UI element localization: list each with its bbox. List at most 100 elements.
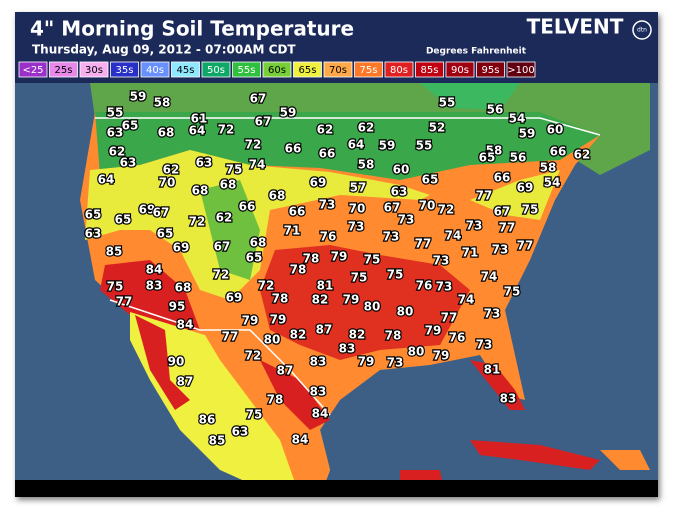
station-temperature: 72: [438, 203, 455, 217]
station-temperature: 72: [245, 349, 262, 363]
station-temperature: 66: [319, 147, 336, 161]
baja-red: [135, 315, 190, 410]
canada-band: [420, 83, 520, 110]
station-temperature: 72: [189, 215, 206, 229]
station-temperature: 66: [289, 205, 306, 219]
station-temperature: 70: [419, 199, 436, 213]
legend-label: 70s: [329, 65, 347, 76]
station-temperature: 75: [351, 271, 368, 285]
station-temperature: 72: [213, 268, 230, 282]
station-temperature: 65: [422, 173, 439, 187]
station-temperature: 58: [154, 96, 171, 110]
station-temperature: 64: [348, 138, 365, 152]
station-temperature: 82: [312, 293, 329, 307]
station-temperature: 77: [441, 311, 458, 325]
legend-label: 55s: [238, 65, 256, 76]
station-temperature: 67: [494, 205, 511, 219]
legend-swatch: [79, 61, 109, 78]
station-temperature: 65: [115, 213, 132, 227]
station-temperature: 81: [484, 363, 501, 377]
station-temperature: 74: [249, 158, 266, 172]
legend-swatch: [232, 61, 261, 78]
cuba: [470, 440, 600, 470]
map-area: [15, 83, 658, 497]
station-temperature: 64: [189, 124, 206, 138]
station-temperature: 63: [85, 227, 102, 241]
station-temperature: 90: [168, 355, 185, 369]
station-temperature: 76: [416, 279, 433, 293]
station-temperature: 66: [239, 200, 256, 214]
station-temperature: 95: [169, 300, 186, 314]
station-temperature: 70: [159, 176, 176, 190]
legend-swatch: [110, 61, 139, 78]
bottom-bar: [15, 480, 658, 497]
station-temperature: 68: [158, 126, 175, 140]
station-temperature: 67: [153, 206, 170, 220]
legend-swatch: [506, 61, 536, 78]
legend-label: 80s: [390, 65, 408, 76]
station-temperature: 80: [408, 345, 425, 359]
station-temperature: 77: [499, 221, 516, 235]
station-temperature: 54: [544, 176, 561, 190]
station-temperature: 73: [398, 213, 415, 227]
station-temperature: 87: [177, 375, 194, 389]
station-temperature: 68: [269, 189, 286, 203]
station-temperature: 76: [320, 230, 337, 244]
station-temperature: 74: [458, 293, 475, 307]
legend-label: 40s: [146, 65, 164, 76]
station-temperature: 63: [107, 126, 124, 140]
station-temperature: 67: [255, 115, 272, 129]
station-temperature: 72: [258, 279, 275, 293]
station-temperature: 67: [250, 92, 267, 106]
title: 4" Morning Soil Temperature: [30, 17, 354, 41]
station-temperature: 74: [481, 270, 498, 284]
legend-label: 60s: [268, 65, 286, 76]
station-temperature: 65: [157, 227, 174, 241]
station-temperature: 77: [476, 189, 493, 203]
station-temperature: 56: [487, 103, 504, 117]
station-temperature: 55: [416, 139, 433, 153]
legend-swatch: [171, 61, 200, 78]
station-temperature: 55: [439, 96, 456, 110]
legend-label: 50s: [207, 65, 225, 76]
station-temperature: 69: [226, 291, 243, 305]
station-temperature: 83: [310, 385, 327, 399]
zone-red: [260, 245, 470, 360]
station-temperature: 83: [500, 392, 517, 406]
station-temperature: 62: [163, 163, 180, 177]
legend-swatch: [262, 61, 292, 78]
zone-green-west: [200, 180, 260, 280]
station-temperature: 69: [310, 176, 327, 190]
station-temperature: 58: [486, 144, 503, 158]
station-temperature: 75: [387, 268, 404, 282]
station-temperature: 82: [290, 328, 307, 342]
station-temperature: 77: [517, 239, 534, 253]
legend: <25 25s 30s 35s 40s 45s 50s 55s 60s 65s 70s 75s 80s 8…: [18, 61, 536, 78]
legend-swatch: [384, 61, 414, 78]
station-temperature: 70: [349, 202, 366, 216]
station-temperature: 75: [246, 408, 263, 422]
legend-label: 65s: [299, 65, 317, 76]
border-north: [95, 117, 601, 136]
texas-red: [260, 360, 330, 430]
station-temperature: 79: [331, 250, 348, 264]
station-temperature: 75: [226, 163, 243, 177]
station-temperature: 56: [510, 151, 527, 165]
station-temperature: 77: [222, 330, 239, 344]
station-temperature: 77: [116, 295, 133, 309]
station-temperature: 87: [316, 323, 333, 337]
legend-swatch: [476, 61, 505, 78]
station-temperature: 59: [519, 127, 536, 141]
station-temperature: 62: [574, 148, 591, 162]
station-temperature: 75: [504, 285, 521, 299]
legend-label: 90s: [451, 65, 469, 76]
station-temperature: 54: [509, 112, 526, 126]
station-temperature: 78: [267, 393, 284, 407]
legend-swatch: [49, 61, 78, 78]
station-temperature: 68: [192, 184, 209, 198]
station-temperature: 77: [415, 237, 432, 251]
station-temperature: 68: [250, 236, 267, 250]
station-temperature: 65: [122, 119, 139, 133]
